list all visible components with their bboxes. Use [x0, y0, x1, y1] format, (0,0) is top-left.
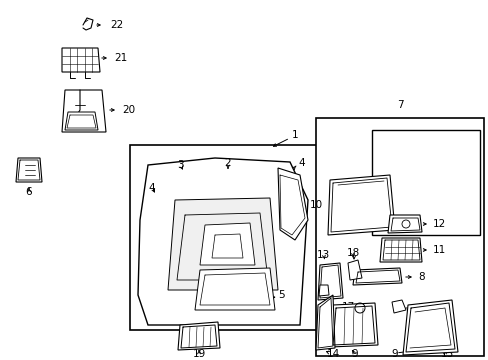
Text: 17: 17 — [341, 302, 354, 312]
Bar — [130, 145, 339, 330]
Polygon shape — [317, 263, 342, 300]
Text: 18: 18 — [346, 248, 359, 258]
Polygon shape — [62, 90, 106, 132]
Polygon shape — [391, 300, 405, 313]
Text: 7: 7 — [396, 100, 403, 110]
Text: 13: 13 — [316, 250, 329, 260]
Text: 9: 9 — [329, 283, 336, 293]
Text: 4: 4 — [297, 158, 304, 168]
Text: 4: 4 — [148, 183, 155, 193]
Polygon shape — [315, 295, 334, 350]
Polygon shape — [318, 285, 328, 296]
Text: 9: 9 — [391, 349, 398, 359]
Polygon shape — [347, 260, 361, 280]
Polygon shape — [327, 175, 394, 235]
Bar — [315, 118, 483, 356]
Text: 16: 16 — [417, 303, 430, 313]
Bar — [371, 130, 479, 235]
Text: 22: 22 — [110, 20, 123, 30]
Polygon shape — [178, 322, 220, 350]
Text: 14: 14 — [325, 349, 339, 359]
Text: 20: 20 — [122, 105, 135, 115]
Text: 21: 21 — [114, 53, 127, 63]
Text: 15: 15 — [440, 349, 453, 359]
Text: 2: 2 — [224, 158, 231, 168]
Polygon shape — [352, 268, 401, 285]
Text: 1: 1 — [291, 130, 298, 140]
Text: 19: 19 — [192, 349, 205, 359]
Polygon shape — [329, 303, 377, 347]
Polygon shape — [168, 198, 278, 290]
Text: 9: 9 — [351, 349, 358, 359]
Polygon shape — [138, 158, 307, 325]
Polygon shape — [16, 158, 42, 182]
Polygon shape — [387, 215, 421, 233]
Polygon shape — [195, 268, 274, 310]
Polygon shape — [200, 223, 254, 265]
Polygon shape — [62, 48, 100, 72]
Text: 8: 8 — [417, 272, 424, 282]
Text: 10: 10 — [309, 200, 323, 210]
Polygon shape — [65, 112, 98, 130]
Polygon shape — [278, 168, 307, 240]
Text: 6: 6 — [26, 187, 32, 197]
Text: 12: 12 — [432, 219, 446, 229]
Text: 5: 5 — [278, 290, 284, 300]
Polygon shape — [379, 238, 421, 262]
Text: 11: 11 — [432, 245, 446, 255]
Text: 3: 3 — [176, 160, 183, 170]
Polygon shape — [402, 300, 457, 355]
